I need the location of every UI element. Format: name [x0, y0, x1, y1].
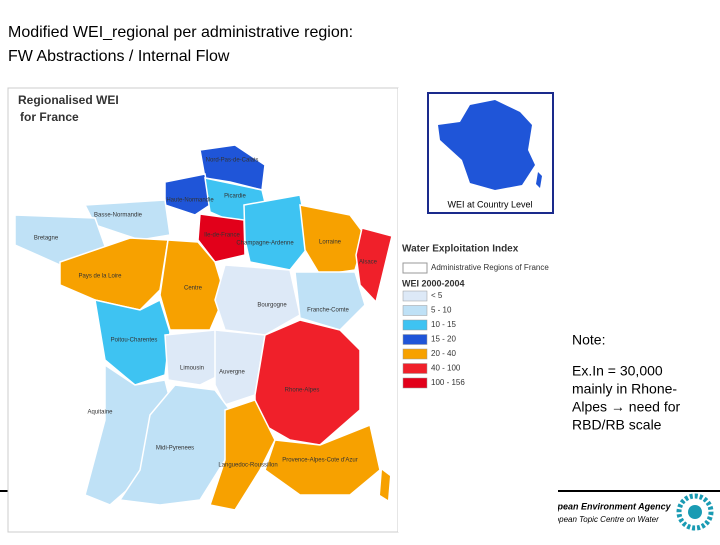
legend-items: < 5 5 - 10 10 - 15 15 - 20 20 - 40 40 - 100 10… — [402, 290, 465, 389]
legend-label: 15 - 20 — [431, 335, 456, 344]
legend-swatch — [402, 290, 428, 302]
region — [299, 204, 366, 276]
region-label: Ile-de-France — [204, 233, 240, 239]
legend-label: Administrative Regions of France — [431, 263, 549, 272]
region-label: Limousin — [180, 366, 204, 372]
region-label: Champagne-Ardenne — [236, 241, 294, 247]
legend-label: 20 - 40 — [431, 349, 456, 358]
eea-logo — [676, 493, 714, 531]
region — [209, 399, 276, 511]
region-label: Bretagne — [34, 236, 59, 242]
region-corse — [380, 470, 390, 500]
legend-swatch — [402, 348, 428, 360]
legend-period: WEI 2000-2004 — [402, 278, 465, 288]
region-label: Basse-Normandie — [94, 213, 143, 219]
legend-label: 5 - 10 — [431, 306, 452, 315]
note-text: RBD/RB scale — [572, 417, 662, 433]
note-text: Alpes → need for — [572, 399, 681, 415]
footer-text: ropean Topic Centre on Water — [552, 515, 659, 524]
region-label: Pays de la Loire — [78, 274, 122, 280]
region — [294, 271, 366, 331]
legend-swatch — [402, 363, 428, 374]
note-text: mainly in Rhone- — [572, 381, 677, 397]
map-title: for France — [20, 110, 79, 124]
region-label: Picardie — [224, 194, 246, 200]
map-title: Regionalised WEI — [18, 93, 119, 107]
region — [197, 213, 246, 263]
region-label: Poitou-Charentes — [111, 338, 158, 344]
region — [264, 423, 381, 496]
legend-swatch — [402, 319, 428, 331]
legend-label: < 5 — [431, 291, 443, 300]
region — [355, 227, 393, 304]
region-label: Franche-Comte — [307, 308, 349, 314]
title-line: Modified WEI_regional per administrative… — [8, 24, 353, 41]
region — [118, 384, 231, 506]
region-label: Bourgogne — [257, 303, 287, 309]
legend-label: 40 - 100 — [431, 364, 461, 373]
region-label: Aquitaine — [87, 410, 113, 416]
region-label: Nord-Pas-de-Calais — [206, 158, 259, 164]
region — [59, 237, 169, 311]
legend-swatch — [402, 334, 428, 345]
footer-text: opean Environment Agency — [552, 501, 672, 511]
region-label: Centre — [184, 286, 203, 292]
note-text: Ex.In = 30,000 — [572, 363, 663, 379]
region-label: Alsace — [359, 260, 378, 266]
legend-swatch — [402, 262, 428, 274]
legend-label: 10 - 15 — [431, 320, 456, 329]
legend-swatch — [402, 377, 428, 389]
legend-title: Water Exploitation Index — [402, 244, 519, 255]
note-text: Note: — [572, 332, 605, 348]
region-label: Lorraine — [319, 240, 342, 246]
region-label: Rhone-Alpes — [285, 388, 320, 394]
region-label: Languedoc-Roussillon — [218, 463, 277, 469]
legend-label: 100 - 156 — [431, 378, 465, 387]
region-label: Auvergne — [219, 370, 245, 376]
region-label: Midi-Pyrenees — [156, 446, 194, 452]
inset-corse — [536, 172, 542, 188]
region-label: Haute-Normandie — [166, 198, 214, 204]
region-label: Provence-Alpes-Cote d'Azur — [282, 458, 358, 464]
region — [164, 329, 221, 386]
region — [214, 329, 266, 406]
inset-france — [438, 100, 535, 190]
map-panel: Regionalised WEI for France Nord-Pas-de-… — [7, 87, 399, 533]
region — [159, 239, 226, 331]
title-line: FW Abstractions / Internal Flow — [8, 48, 230, 65]
legend-swatch — [402, 305, 428, 316]
note: Note: Ex.In = 30,000 mainly in Rhone- Al… — [572, 332, 681, 433]
inset-label: WEI at Country Level — [447, 199, 532, 209]
